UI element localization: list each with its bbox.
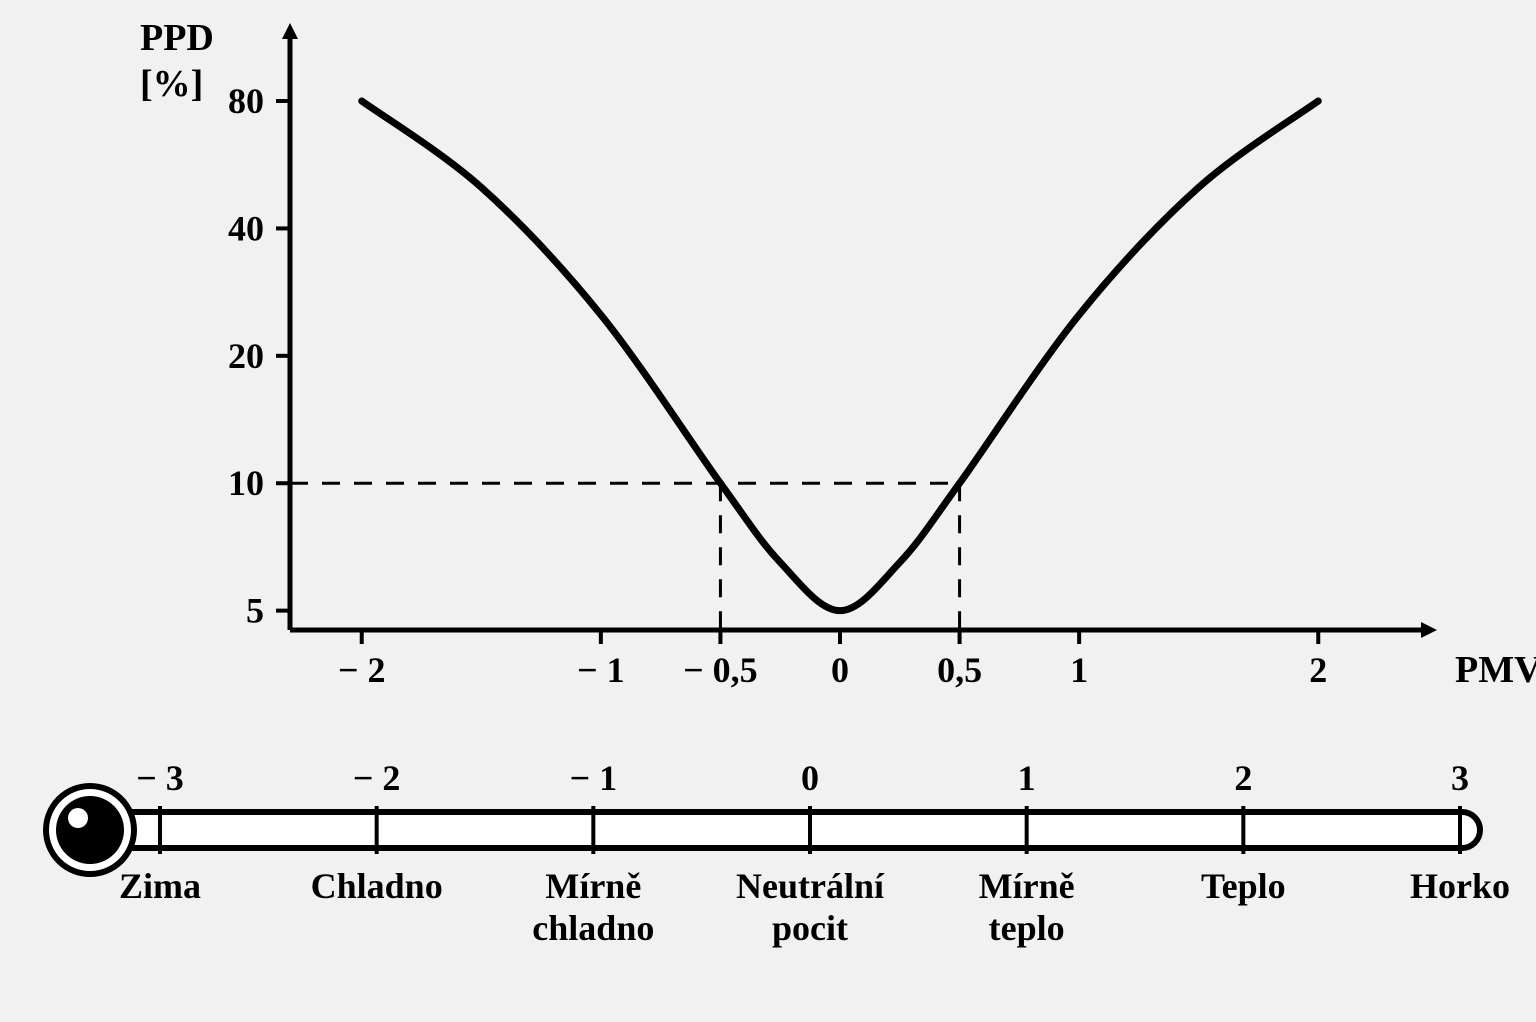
- thermometer-tick-label: chladno: [532, 908, 654, 948]
- x-tick-label: − 2: [338, 650, 386, 690]
- thermometer-bulb-highlight: [68, 808, 88, 828]
- thermometer-tick-number: 2: [1234, 758, 1252, 798]
- y-tick-label: 40: [228, 208, 264, 248]
- y-axis-label-line2: [%]: [140, 63, 203, 105]
- thermometer-tick-label: Teplo: [1201, 866, 1286, 906]
- x-tick-label: 2: [1309, 650, 1327, 690]
- y-axis-label-line1: PPD: [140, 17, 214, 59]
- x-tick-label: 0,5: [937, 650, 982, 690]
- thermometer-tick-label: Zima: [119, 866, 201, 906]
- thermometer-tick-number: 1: [1018, 758, 1036, 798]
- thermometer-tick-number: − 2: [353, 758, 401, 798]
- y-tick-label: 10: [228, 463, 264, 503]
- x-tick-label: 0: [831, 650, 849, 690]
- ppd-curve: [362, 101, 1319, 611]
- y-tick-label: 5: [246, 591, 264, 631]
- thermometer-bulb-fill: [56, 796, 124, 864]
- thermometer-tick-number: − 3: [136, 758, 184, 798]
- ppd-pmv-figure: 510204080− 2− 1− 0,500,512PPD[%]PMV − 3Z…: [0, 0, 1536, 1022]
- y-tick-label: 20: [228, 336, 264, 376]
- thermometer-tick-label: Mírně: [545, 866, 641, 906]
- x-tick-label: − 1: [577, 650, 625, 690]
- thermometer-tick-label: teplo: [989, 908, 1065, 948]
- thermometer-tick-number: 0: [801, 758, 819, 798]
- thermometer-tick-label: Horko: [1410, 866, 1510, 906]
- thermometer-tick-number: 3: [1451, 758, 1469, 798]
- thermometer-tick-label: Neutrální: [736, 866, 885, 906]
- thermometer-tick-label: pocit: [772, 908, 848, 948]
- thermometer-tick-number: − 1: [570, 758, 618, 798]
- y-tick-label: 80: [228, 81, 264, 121]
- ppd-chart: 5 10 20 40 80 − 2 − 1 − 0,5 0 0,5 1 2 PPD[%] PMV: [140, 17, 1536, 691]
- x-tick-label: − 0,5: [683, 650, 758, 690]
- thermometer-scale: − 3Zima− 2Chladno− 1Mírněchladno0Neutrál…: [46, 758, 1510, 948]
- thermometer-tick-label: Mírně: [979, 866, 1075, 906]
- thermometer-tick-label: Chladno: [311, 866, 443, 906]
- x-axis-label: PMV: [1455, 649, 1536, 691]
- x-tick-label: 1: [1070, 650, 1088, 690]
